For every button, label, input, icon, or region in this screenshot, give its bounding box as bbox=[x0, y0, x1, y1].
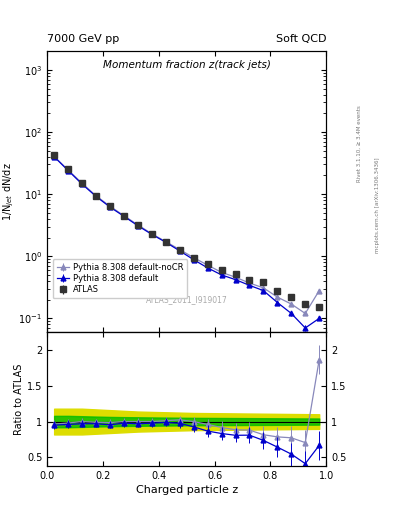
Text: Rivet 3.1.10, ≥ 3.4M events: Rivet 3.1.10, ≥ 3.4M events bbox=[357, 105, 362, 182]
Legend: Pythia 8.308 default-noCR, Pythia 8.308 default, ATLAS: Pythia 8.308 default-noCR, Pythia 8.308 … bbox=[53, 259, 187, 298]
Text: Soft QCD: Soft QCD bbox=[276, 33, 326, 44]
Text: ATLAS_2011_I919017: ATLAS_2011_I919017 bbox=[146, 295, 228, 304]
Text: Momentum fraction z(track jets): Momentum fraction z(track jets) bbox=[103, 59, 271, 70]
Text: 7000 GeV pp: 7000 GeV pp bbox=[47, 33, 119, 44]
Y-axis label: Ratio to ATLAS: Ratio to ATLAS bbox=[14, 364, 24, 435]
X-axis label: Charged particle z: Charged particle z bbox=[136, 485, 238, 495]
Y-axis label: 1/N$_{jet}$ dN/dz: 1/N$_{jet}$ dN/dz bbox=[1, 162, 16, 221]
Text: mcplots.cern.ch [arXiv:1306.3436]: mcplots.cern.ch [arXiv:1306.3436] bbox=[375, 157, 380, 252]
